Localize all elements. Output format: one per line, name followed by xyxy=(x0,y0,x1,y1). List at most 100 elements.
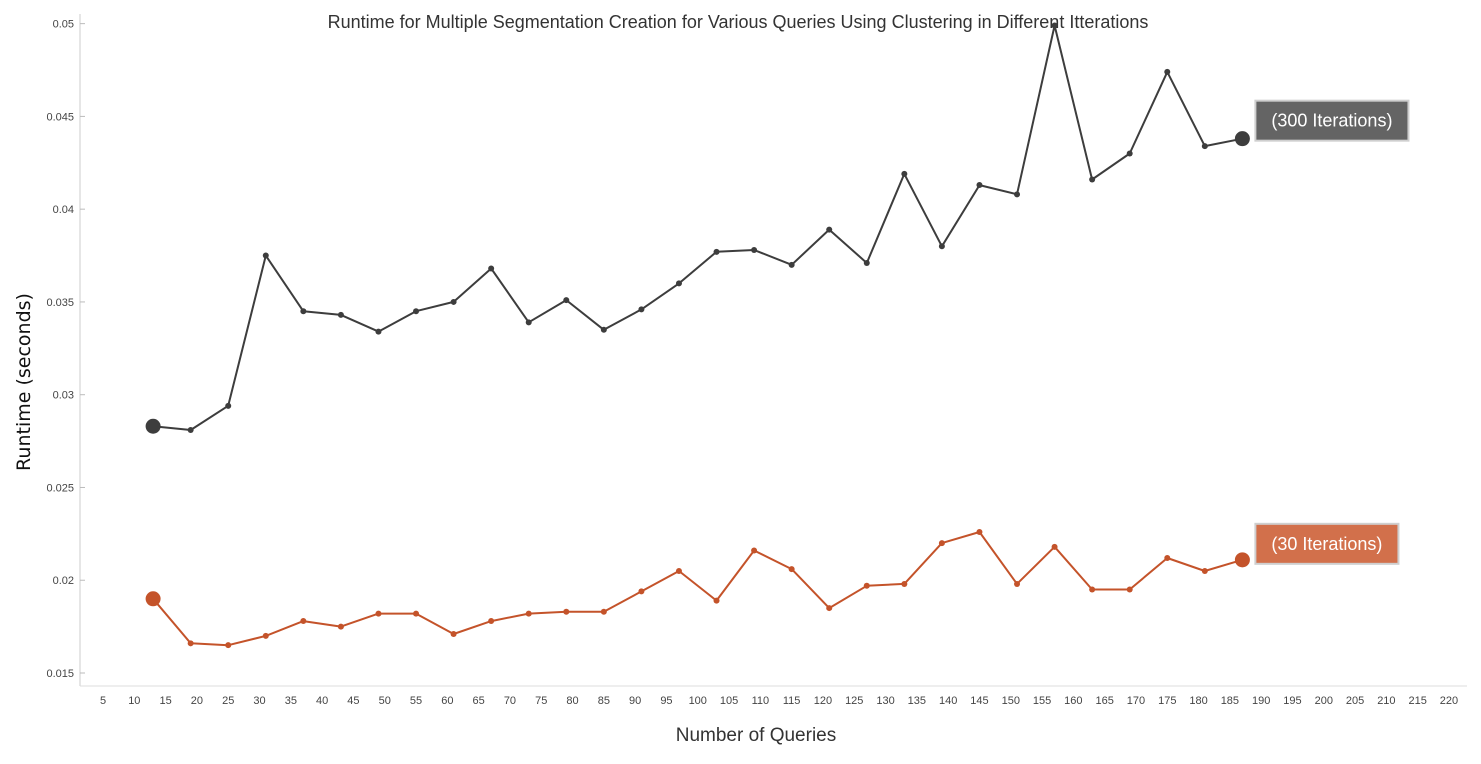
data-point xyxy=(600,608,607,615)
x-tick-label: 195 xyxy=(1283,695,1301,707)
data-point xyxy=(525,319,532,326)
x-tick-label: 155 xyxy=(1033,695,1051,707)
data-point xyxy=(1014,191,1021,198)
x-tick-label: 25 xyxy=(222,695,234,707)
x-tick-label: 5 xyxy=(100,695,106,707)
x-tick-label: 50 xyxy=(379,695,391,707)
series-label-text: (300 Iterations) xyxy=(1271,111,1392,131)
x-tick-label: 65 xyxy=(473,695,485,707)
data-point xyxy=(901,170,908,177)
x-axis-title: Number of Queries xyxy=(676,725,837,746)
x-tick-label: 115 xyxy=(783,695,801,707)
data-point xyxy=(337,311,344,318)
x-tick-label: 15 xyxy=(159,695,171,707)
x-tick-label: 140 xyxy=(939,695,957,707)
y-tick-label: 0.03 xyxy=(53,390,74,402)
y-tick-label: 0.035 xyxy=(46,297,74,309)
series-label-box xyxy=(1254,522,1400,565)
data-point xyxy=(1051,543,1058,550)
data-point xyxy=(187,426,194,433)
x-tick-label: 125 xyxy=(845,695,863,707)
data-point xyxy=(525,610,532,617)
y-tick-label: 0.04 xyxy=(53,204,74,216)
data-point xyxy=(638,588,645,595)
x-tick-label: 30 xyxy=(253,695,265,707)
data-point xyxy=(863,582,870,589)
data-point xyxy=(976,528,983,535)
data-point xyxy=(563,297,570,304)
series-endpoint xyxy=(145,418,161,434)
y-tick-label: 0.015 xyxy=(46,668,74,680)
y-tick-label: 0.02 xyxy=(53,575,74,587)
data-point xyxy=(488,618,495,625)
x-tick-label: 135 xyxy=(908,695,926,707)
x-tick-label: 215 xyxy=(1408,695,1426,707)
x-tick-label: 180 xyxy=(1189,695,1207,707)
data-point xyxy=(675,280,682,287)
data-point xyxy=(300,308,307,315)
x-tick-label: 45 xyxy=(347,695,359,707)
x-tick-label: 170 xyxy=(1127,695,1145,707)
data-point xyxy=(901,580,908,587)
data-point xyxy=(751,246,758,253)
x-tick-label: 70 xyxy=(504,695,516,707)
data-point xyxy=(788,261,795,268)
data-point xyxy=(1164,68,1171,75)
series-labels: (300 Iterations) (30 Iterations) xyxy=(1254,99,1410,565)
x-tick-label: 40 xyxy=(316,695,328,707)
data-point xyxy=(262,252,269,259)
data-point xyxy=(337,623,344,630)
data-point xyxy=(600,326,607,333)
x-tick-label: 105 xyxy=(720,695,738,707)
data-point xyxy=(300,618,307,625)
data-point xyxy=(450,631,457,638)
x-tick-label: 200 xyxy=(1315,695,1333,707)
data-point xyxy=(262,632,269,639)
data-point xyxy=(413,308,420,315)
data-point xyxy=(826,226,833,233)
data-point xyxy=(1126,586,1133,593)
data-point xyxy=(713,597,720,604)
x-tick-label: 175 xyxy=(1158,695,1176,707)
x-tick-label: 205 xyxy=(1346,695,1364,707)
data-point xyxy=(375,328,382,335)
x-tick-label: 55 xyxy=(410,695,422,707)
series-label-text: (30 Iterations) xyxy=(1271,534,1382,554)
data-point xyxy=(450,298,457,305)
data-point xyxy=(488,265,495,272)
y-tick-label: 0.05 xyxy=(53,19,74,31)
x-tick-label: 145 xyxy=(970,695,988,707)
series-line xyxy=(152,531,1243,647)
data-point xyxy=(225,642,232,649)
data-point xyxy=(863,259,870,266)
x-tick-label: 75 xyxy=(535,695,547,707)
x-axis-ticks: 5 10 15 20 25 30 35 40 45 50 55 60 65 70 75 80 85 90 95 100… xyxy=(100,695,1458,707)
x-tick-label: 10 xyxy=(128,695,140,707)
x-tick-label: 150 xyxy=(1002,695,1020,707)
series-endpoint xyxy=(1234,131,1250,147)
data-point xyxy=(976,182,983,189)
data-point xyxy=(187,640,194,647)
data-point xyxy=(1051,22,1058,29)
x-tick-label: 190 xyxy=(1252,695,1270,707)
data-point xyxy=(1201,143,1208,150)
x-tick-label: 60 xyxy=(441,695,453,707)
data-point xyxy=(826,605,833,612)
y-tick-label: 0.045 xyxy=(46,111,74,123)
x-tick-label: 185 xyxy=(1221,695,1239,707)
data-point xyxy=(563,608,570,615)
data-point xyxy=(1089,586,1096,593)
data-point xyxy=(225,402,232,409)
series-endpoint xyxy=(145,591,161,607)
x-tick-label: 85 xyxy=(598,695,610,707)
data-point xyxy=(788,566,795,573)
x-tick-label: 90 xyxy=(629,695,641,707)
series-layer xyxy=(145,22,1250,649)
y-tick-label: 0.025 xyxy=(46,482,74,494)
x-tick-label: 210 xyxy=(1377,695,1395,707)
data-point xyxy=(938,243,945,250)
series-line xyxy=(152,24,1243,431)
x-tick-label: 100 xyxy=(689,695,707,707)
x-tick-label: 35 xyxy=(285,695,297,707)
